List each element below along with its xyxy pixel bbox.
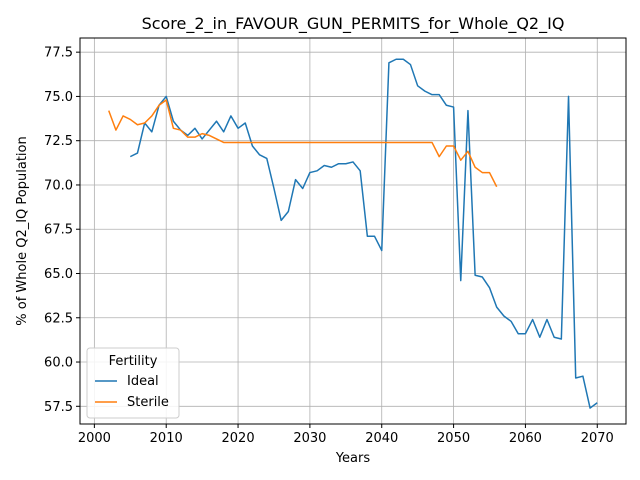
y-axis-label: % of Whole Q2_IQ Population	[15, 136, 30, 325]
y-tick-label: 72.5	[44, 134, 73, 149]
x-tick-label: 2030	[293, 431, 326, 446]
ticks: 2000 2010 2020 2030 2040 2050 2060 2070 57.5 60.0…	[44, 46, 614, 446]
x-axis-label: Years	[335, 451, 371, 466]
y-tick-label: 65.0	[44, 267, 73, 282]
y-tick-label: 67.5	[44, 223, 73, 238]
x-tick-label: 2020	[222, 431, 255, 446]
x-tick-label: 2040	[365, 431, 398, 446]
x-tick-label: 2070	[581, 431, 614, 446]
legend-title: Fertility	[109, 354, 158, 369]
legend-label-sterile: Sterile	[127, 395, 169, 410]
legend: Fertility Ideal Sterile	[86, 347, 180, 419]
x-tick-label: 2000	[78, 431, 111, 446]
legend-label-ideal: Ideal	[127, 374, 159, 389]
x-tick-label: 2050	[437, 431, 470, 446]
y-tick-label: 60.0	[44, 356, 73, 371]
y-tick-label: 77.5	[44, 46, 73, 61]
y-tick-label: 57.5	[44, 400, 73, 415]
x-tick-label: 2060	[509, 431, 542, 446]
plot-frame	[79, 37, 627, 425]
y-tick-label: 70.0	[44, 178, 73, 193]
series-line-sterile	[108, 99, 498, 188]
series-layer	[108, 58, 598, 409]
x-tick-label: 2010	[150, 431, 183, 446]
series-line-ideal	[129, 58, 598, 409]
legend-box	[86, 347, 180, 419]
y-tick-label: 75.0	[44, 90, 73, 105]
y-tick-label: 62.5	[44, 311, 73, 326]
chart-title: Score_2_in_FAVOUR_GUN_PERMITS_for_Whole_…	[142, 14, 565, 34]
